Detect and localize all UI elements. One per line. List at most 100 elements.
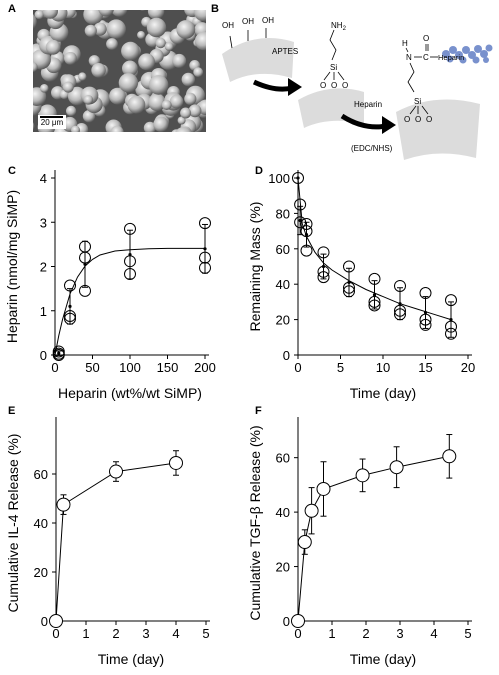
microsphere (127, 95, 146, 114)
data-point (49, 614, 63, 628)
y-tick-label: 2 (40, 260, 47, 275)
carbonyl-oxygen: O (423, 34, 429, 43)
microsphere (188, 104, 202, 118)
data-point (109, 464, 123, 479)
microsphere (106, 19, 126, 39)
panel-label-c: C (8, 165, 16, 177)
x-tick-label: 0 (52, 626, 59, 641)
data-point (124, 255, 136, 268)
mean-point (423, 310, 428, 315)
microsphere (138, 53, 155, 71)
microsphere (137, 31, 146, 39)
microsphere (34, 10, 44, 20)
data-point (300, 244, 313, 257)
microsphere (146, 17, 167, 38)
microsphere (181, 72, 195, 87)
data-point (445, 320, 457, 333)
microsphere-image (33, 10, 206, 132)
x-tick-label: 100 (119, 360, 141, 375)
data-point (343, 281, 355, 294)
x-tick-label: 1 (328, 626, 335, 641)
y-axis-label: Remaining Mass (%) (247, 202, 263, 332)
oh-group-2: OH (242, 17, 254, 26)
sem-micrograph: 20 μm (33, 10, 206, 132)
y-tick-label: 80 (276, 206, 290, 221)
oh-group-3: OH (262, 16, 274, 25)
data-point (445, 294, 457, 307)
y-tick-label: 40 (276, 505, 290, 520)
y-tick-label: 0 (283, 614, 290, 629)
data-point (394, 308, 406, 321)
x-axis-label: Heparin (wt%/wt SiMP) (58, 385, 202, 401)
microsphere (194, 31, 206, 51)
oxygen-2: O (331, 81, 337, 90)
oxygen-4: O (404, 115, 410, 124)
data-point (445, 327, 457, 340)
particle-surface-3 (396, 99, 480, 160)
microsphere (65, 105, 77, 117)
data-point (389, 460, 404, 475)
data-point (394, 279, 406, 292)
microsphere (111, 10, 128, 17)
microsphere (83, 95, 94, 105)
data-point (199, 251, 211, 264)
chart-remaining-mass: 0 5 10 15 20 0 20 40 60 80 100 Time (day) Remaining … (247, 170, 475, 401)
mean-point (57, 351, 61, 355)
y-tick-label: 20 (34, 565, 48, 580)
data-point (52, 347, 65, 360)
chart-tgfb-release: 0 1 2 3 4 5 0 20 40 60 Time (day) Cumulative TGF-β … (247, 417, 472, 667)
y-tick-label: 60 (276, 242, 290, 257)
data-point (300, 218, 313, 231)
heparin-tag: Heparin (438, 53, 464, 62)
x-tick-label: 2 (112, 626, 119, 641)
mean-point (449, 318, 453, 322)
reaction-arrow-2-head (382, 116, 396, 134)
microsphere (148, 93, 166, 112)
y-axis-label: Cumulative TGF-β Release (%) (247, 425, 263, 620)
mean-point (398, 302, 402, 306)
data-point (442, 449, 457, 464)
microsphere (140, 10, 146, 11)
chart-il4-release: 0 1 2 3 4 5 0 20 40 60 Time (day) Cumulative IL-4 R… (5, 417, 210, 667)
microsphere (177, 116, 186, 125)
data-point (294, 216, 307, 229)
microsphere (91, 63, 106, 78)
x-tick-label: 4 (172, 626, 179, 641)
data-point (343, 285, 355, 298)
x-tick-label: 0 (294, 360, 301, 375)
y-tick-label: 100 (268, 171, 290, 186)
microsphere (62, 81, 74, 93)
x-tick-label: 10 (376, 360, 390, 375)
microsphere (33, 49, 51, 70)
data-point (124, 268, 136, 281)
data-point (56, 497, 71, 512)
data-point (199, 217, 211, 230)
data-point (317, 246, 330, 259)
y-tick-label: 4 (40, 171, 47, 186)
y-tick-label: 0 (41, 614, 48, 629)
microsphere (33, 61, 38, 73)
microsphere (110, 125, 124, 132)
heparin-molecule (442, 44, 493, 64)
microsphere (203, 131, 206, 132)
step2-conditions: (EDC/NHS) (351, 144, 393, 153)
microsphere (93, 22, 107, 36)
y-tick-label: 20 (276, 313, 290, 328)
mean-point (304, 233, 309, 237)
microsphere (155, 37, 166, 49)
mean-point (298, 218, 302, 223)
panel-label-f: F (255, 405, 262, 417)
x-tick-label: 0 (294, 626, 301, 641)
x-tick-label: 50 (85, 360, 99, 375)
microsphere (176, 20, 196, 39)
panel-label-b: B (211, 3, 219, 15)
x-axis-label: Time (day) (98, 651, 164, 667)
y-tick-label: 20 (276, 560, 290, 575)
x-tick-label: 3 (142, 626, 149, 641)
data-point (394, 304, 406, 317)
microsphere (147, 10, 165, 20)
particle-surface-1 (222, 38, 294, 82)
microsphere (33, 10, 34, 11)
chart-heparin-loading: 0 50 100 150 200 0 1 2 3 4 Heparin (wt%/wt SiMP) He… (4, 170, 216, 401)
microsphere (153, 116, 169, 132)
